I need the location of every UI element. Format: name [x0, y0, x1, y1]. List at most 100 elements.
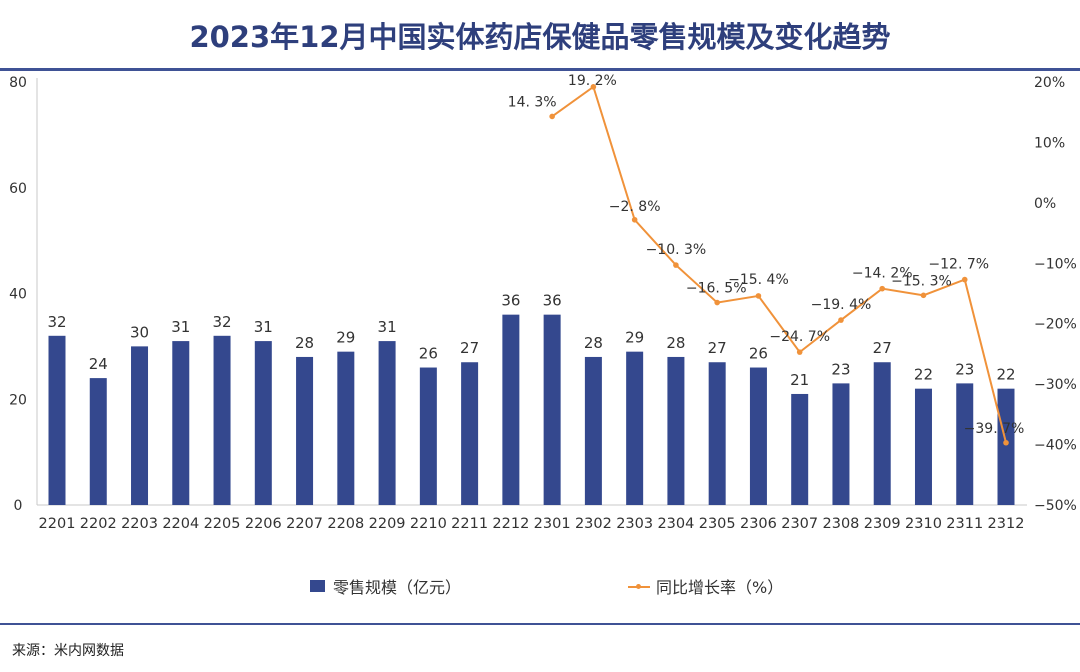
bar	[172, 341, 190, 505]
bar	[832, 383, 850, 505]
x-axis-tick-label: 2310	[905, 516, 942, 532]
x-axis-tick-label: 2206	[245, 516, 282, 532]
x-axis-tick-label: 2205	[204, 516, 241, 532]
growth-rate-label: −39. 7%	[964, 421, 1025, 437]
bar-value-label: 31	[171, 318, 190, 336]
x-axis-tick-label: 2212	[492, 516, 529, 532]
bar	[914, 388, 932, 505]
x-axis-tick-label: 2306	[740, 516, 777, 532]
growth-rate-label: −2. 8%	[609, 199, 661, 215]
growth-rate-label: −15. 4%	[728, 272, 789, 288]
legend-bar-label: 零售规模（亿元）	[333, 578, 462, 597]
bar-value-label: 23	[831, 360, 850, 378]
right-axis-tick-label: −50%	[1034, 498, 1077, 514]
growth-rate-point	[796, 349, 803, 355]
bar	[873, 362, 891, 505]
bar	[791, 393, 809, 505]
growth-rate-label: 14. 3%	[508, 94, 557, 110]
x-axis-tick-label: 2303	[616, 516, 653, 532]
growth-rate-point	[1003, 439, 1009, 446]
x-axis-tick-label: 2307	[781, 516, 818, 532]
bar-value-label: 36	[501, 292, 520, 310]
right-axis-tick-label: −10%	[1034, 256, 1077, 272]
x-axis-tick-label: 2208	[327, 516, 364, 532]
bar-value-label: 31	[378, 318, 397, 336]
growth-rate-point	[838, 317, 844, 323]
bar	[749, 367, 767, 505]
growth-rate-label: −16. 5%	[686, 281, 747, 297]
x-axis-tick-label: 2209	[369, 516, 406, 532]
x-axis-tick-label: 2311	[946, 516, 983, 532]
bar-value-label: 23	[955, 360, 974, 378]
bar	[419, 367, 437, 505]
bar-value-label: 30	[130, 323, 149, 341]
right-axis-tick-label: 20%	[1034, 75, 1065, 91]
legend-item-yoy-growth: 同比增长率（%）	[628, 574, 783, 598]
growth-rate-label: −12. 7%	[928, 257, 989, 273]
left-axis-tick-label: 60	[9, 181, 27, 197]
bar-value-label: 32	[212, 313, 231, 331]
x-axis-tick-label: 2211	[451, 516, 488, 532]
left-axis-tick-label: 20	[9, 392, 27, 408]
bar-value-label: 26	[419, 345, 438, 363]
x-axis-tick-label: 2308	[823, 516, 860, 532]
bar-value-label: 27	[873, 339, 892, 357]
x-axis-tick-label: 2202	[80, 516, 117, 532]
bar	[543, 314, 561, 505]
x-axis-tick-label: 2207	[286, 516, 323, 532]
bar-value-label: 22	[996, 366, 1015, 384]
chart-title: 2023年12月中国实体药店保健品零售规模及变化趋势	[189, 20, 891, 54]
bar	[213, 335, 231, 505]
growth-rate-label: −19. 4%	[811, 297, 872, 313]
x-axis-tick-label: 2201	[39, 516, 76, 532]
top-divider	[0, 68, 1080, 71]
x-axis-tick-label: 2203	[121, 516, 158, 532]
growth-rate-point	[714, 299, 720, 306]
growth-rate-point	[961, 276, 968, 283]
bar	[254, 341, 272, 505]
bar-value-label: 29	[625, 329, 644, 347]
bar-value-label: 26	[749, 345, 768, 363]
growth-rate-point	[673, 262, 679, 268]
bar	[89, 378, 107, 505]
bar-value-label: 27	[708, 339, 727, 357]
x-axis-tick-label: 2309	[864, 516, 901, 532]
growth-rate-label: −10. 3%	[646, 242, 707, 258]
bottom-divider	[0, 623, 1080, 625]
bar	[956, 383, 974, 505]
bar	[337, 351, 355, 505]
x-axis-tick-label: 2312	[988, 516, 1025, 532]
bar-value-label: 27	[460, 339, 479, 357]
x-axis-tick-label: 2305	[699, 516, 736, 532]
bar	[997, 388, 1015, 505]
growth-rate-label: 19. 2%	[568, 73, 617, 89]
source-note: 来源：米内网数据	[12, 643, 124, 659]
bar-value-label: 32	[47, 313, 66, 331]
growth-rate-line	[551, 85, 1007, 444]
bar	[131, 346, 149, 505]
left-axis-tick-label: 80	[9, 75, 27, 91]
bar	[296, 356, 314, 505]
left-axis-tick-label: 40	[9, 287, 27, 303]
x-axis-tick-label: 2210	[410, 516, 447, 532]
legend-item-retail-scale: 零售规模（亿元）	[310, 574, 461, 598]
growth-rate-point	[920, 292, 927, 299]
growth-rate-point	[590, 84, 597, 90]
bar-value-label: 21	[790, 371, 809, 389]
left-axis-tick-label: 0	[14, 498, 23, 514]
bar	[378, 341, 396, 505]
growth-rate-label: −15. 3%	[891, 273, 952, 289]
bar-value-label: 28	[295, 334, 314, 352]
growth-rate-label: −14. 2%	[852, 266, 913, 282]
growth-rate-point	[549, 113, 555, 120]
bar	[584, 356, 602, 505]
right-axis-tick-label: −40%	[1034, 438, 1077, 454]
growth-rate-label: −24. 7%	[769, 329, 830, 345]
bar	[502, 314, 520, 505]
bar-value-label: 22	[914, 366, 933, 384]
bar	[461, 362, 479, 505]
growth-rate-point	[879, 285, 886, 292]
growth-rate-point	[631, 216, 638, 223]
x-axis-tick-label: 2301	[534, 516, 571, 532]
legend-line-label: 同比增长率（%）	[656, 578, 784, 597]
